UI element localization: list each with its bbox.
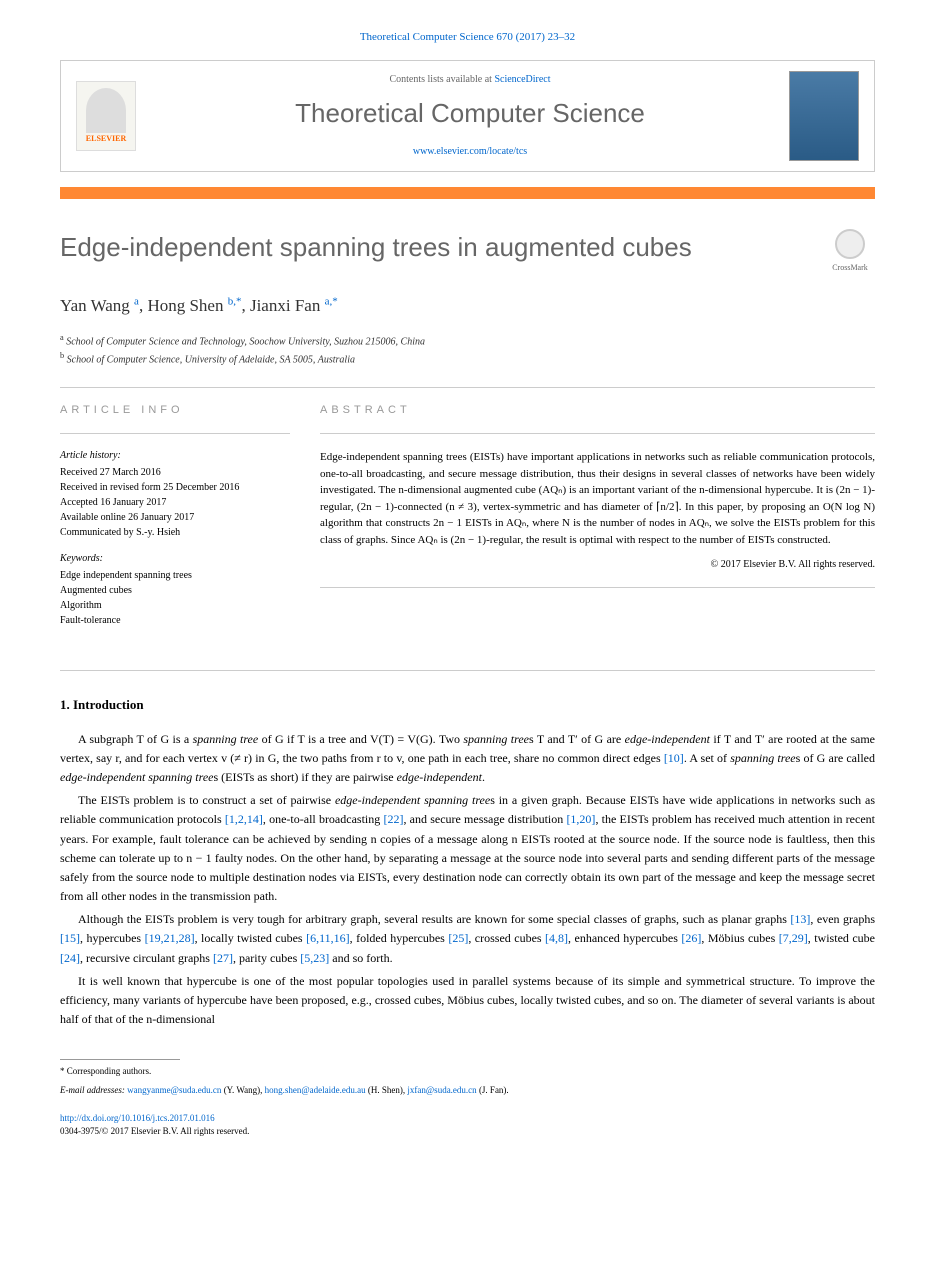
abstract-copyright: © 2017 Elsevier B.V. All rights reserved… [320,558,875,572]
keywords-label: Keywords: [60,552,290,566]
body-paragraph: Although the EISTs problem is very tough… [60,910,875,968]
keywords-text: Edge independent spanning treesAugmented… [60,568,290,628]
abstract-text: Edge-independent spanning trees (EISTs) … [320,449,875,548]
journal-reference: Theoretical Computer Science 670 (2017) … [60,30,875,45]
elsevier-logo: ELSEVIER [76,81,136,151]
body-content: A subgraph T of G is a spanning tree of … [60,730,875,1030]
doi-link[interactable]: http://dx.doi.org/10.1016/j.tcs.2017.01.… [60,1113,215,1123]
header-box: ELSEVIER Contents lists available at Sci… [60,60,875,172]
divider [60,387,875,388]
abstract-heading: ABSTRACT [320,403,875,418]
doi-block: http://dx.doi.org/10.1016/j.tcs.2017.01.… [60,1112,875,1137]
article-info-column: ARTICLE INFO Article history: Received 2… [60,403,290,640]
affiliations: a School of Computer Science and Technol… [60,332,875,367]
journal-cover-thumbnail [789,71,859,161]
contents-line: Contents lists available at ScienceDirec… [151,73,789,87]
article-info-heading: ARTICLE INFO [60,403,290,418]
corresponding-authors: * Corresponding authors. [60,1065,875,1079]
footer-divider [60,1059,180,1060]
body-paragraph: A subgraph T of G is a spanning tree of … [60,730,875,788]
article-title: Edge-independent spanning trees in augme… [60,229,825,265]
crossmark-icon [835,229,865,259]
journal-name: Theoretical Computer Science [151,95,789,131]
journal-url-link[interactable]: www.elsevier.com/locate/tcs [413,146,527,157]
crossmark-badge[interactable]: CrossMark [825,229,875,273]
orange-divider-bar [60,187,875,199]
body-paragraph: It is well known that hypercube is one o… [60,972,875,1030]
history-label: Article history: [60,449,290,463]
section-1-heading: 1. Introduction [60,696,875,714]
sciencedirect-link[interactable]: ScienceDirect [494,74,550,85]
email-addresses: E-mail addresses: wangyanme@suda.edu.cn … [60,1084,875,1098]
abstract-column: ABSTRACT Edge-independent spanning trees… [320,403,875,640]
history-text: Received 27 March 2016Received in revise… [60,465,290,540]
authors-line: Yan Wang a, Hong Shen b,*, Jianxi Fan a,… [60,294,875,318]
body-paragraph: The EISTs problem is to construct a set … [60,791,875,906]
issn-line: 0304-3975/© 2017 Elsevier B.V. All right… [60,1126,249,1136]
